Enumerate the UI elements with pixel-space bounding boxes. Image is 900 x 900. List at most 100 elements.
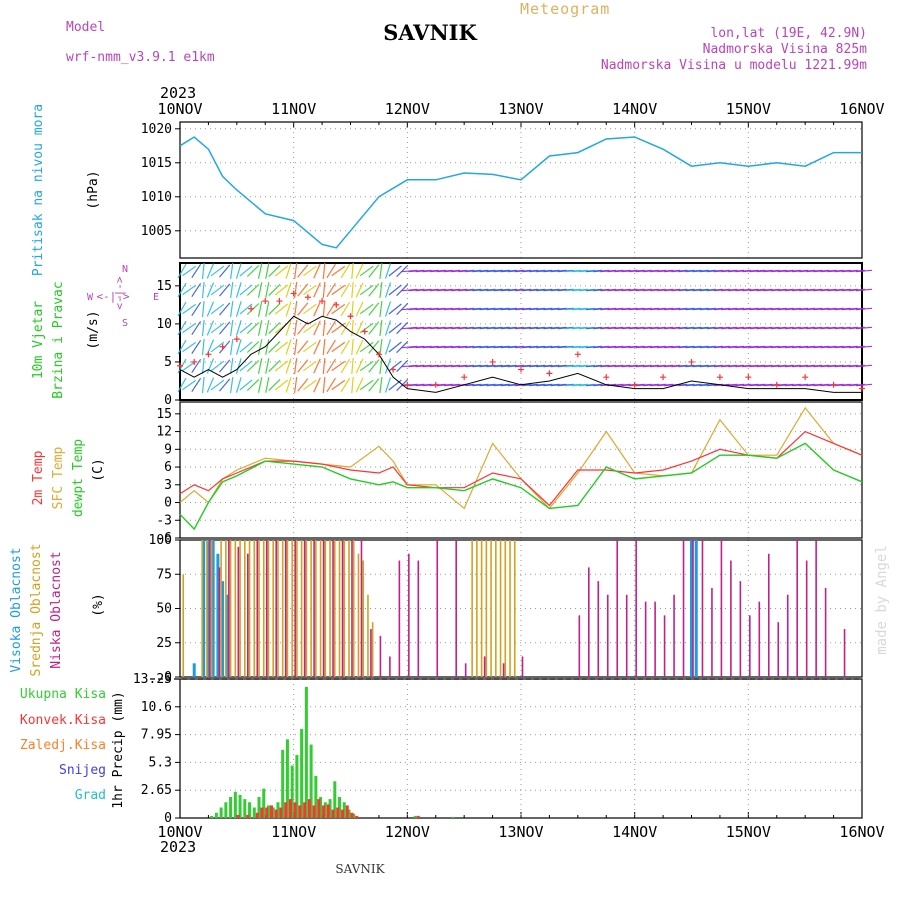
wind-barb	[742, 269, 759, 273]
gust-marker	[518, 366, 524, 373]
panel-frame	[179, 401, 863, 539]
wind-barb	[841, 383, 858, 387]
wind-barb	[657, 326, 674, 330]
wind-barb	[564, 307, 581, 311]
wind-barb	[368, 378, 380, 392]
wind-barb	[326, 263, 336, 279]
wind-barb	[401, 345, 418, 349]
wind-barb	[514, 345, 532, 349]
y-tick-label: 1015	[141, 156, 172, 171]
wind-barb	[355, 377, 364, 393]
wind-barb	[607, 307, 624, 311]
wind-barb	[274, 284, 289, 296]
wind-barb	[285, 377, 292, 393]
total-precip-bar	[252, 807, 256, 818]
y-tick-label: 1010	[141, 190, 172, 205]
wind-barb	[848, 364, 865, 368]
wind-barb	[614, 307, 631, 311]
wind-barb	[692, 383, 709, 387]
wind-barb	[351, 357, 354, 375]
gust-marker	[248, 305, 255, 312]
freezing-precip-legend: Zaledj.Kisa	[20, 738, 106, 753]
wind-barb	[408, 326, 425, 330]
total-precip-bar	[281, 749, 285, 818]
convective-precip-bar	[416, 815, 420, 818]
wind-barb	[239, 265, 253, 277]
wind-barb	[514, 326, 532, 330]
wind-barb	[756, 326, 773, 330]
wind-barb	[486, 269, 503, 273]
wind-barb	[614, 364, 631, 368]
wind-barb	[239, 284, 253, 296]
wind-barb	[699, 326, 716, 330]
wind-barb	[303, 303, 317, 315]
wind-barb	[586, 326, 603, 330]
cloud-unit-label: (%)	[91, 593, 106, 616]
wind-axis-label-1: 10m Vjetar	[31, 301, 46, 379]
wind-barb	[699, 269, 716, 273]
wind-barb	[735, 326, 752, 330]
wind-barb	[621, 364, 638, 368]
wind-barb	[578, 383, 595, 387]
wind-barb	[855, 326, 873, 330]
wind-barb	[628, 269, 645, 273]
wind-barb	[355, 282, 364, 298]
wind-barb	[265, 263, 270, 279]
x-tick-label-bottom: 10NOV	[157, 823, 202, 841]
wind-barb	[422, 307, 439, 311]
wind-barb	[451, 345, 468, 349]
wind-barb	[749, 364, 766, 368]
wind-barb	[848, 326, 865, 330]
wind-barb	[507, 364, 524, 368]
wind-barb	[177, 263, 187, 279]
wind-barb	[777, 326, 794, 330]
total-precip-bar	[233, 791, 237, 818]
wind-barb	[770, 364, 787, 368]
y-tick-label: 1005	[141, 224, 172, 239]
wind-barb	[451, 288, 468, 292]
gust-marker	[404, 381, 411, 388]
wind-barb	[486, 326, 503, 330]
footer-location: SAVNIK	[335, 862, 385, 876]
wind-barb	[834, 288, 851, 292]
x-tick-label-top: 15NOV	[726, 100, 771, 118]
wind-barb	[578, 288, 595, 292]
wind-barb	[331, 379, 346, 391]
convective-precip-bar	[255, 812, 259, 818]
wind-barb	[235, 339, 242, 355]
wind-barb	[550, 345, 567, 349]
y-tick-label: -3	[156, 513, 172, 528]
wind-barb	[297, 321, 309, 335]
wind-barb	[201, 376, 205, 394]
wind-barb	[635, 345, 652, 349]
wind-barb	[500, 383, 517, 387]
wind-barb	[855, 288, 873, 292]
wind-barb	[735, 383, 752, 387]
wind-barb	[340, 358, 351, 374]
gust-marker	[745, 374, 752, 381]
y-tick-label: 9	[164, 442, 172, 457]
wind-barb	[571, 269, 588, 273]
wind-barb	[657, 383, 674, 387]
wind-barb	[848, 288, 865, 292]
wind-barb	[443, 326, 460, 330]
convective-precip-bar	[269, 805, 273, 818]
wind-barb	[384, 358, 392, 374]
convective-precip-bar	[331, 809, 335, 818]
y-tick-label: 5	[164, 355, 172, 370]
gust-marker	[177, 362, 183, 369]
wind-barb	[536, 288, 553, 292]
wind-barb	[799, 288, 816, 292]
wind-barb	[756, 345, 773, 349]
wind-barb	[649, 288, 666, 292]
wind-barb	[522, 345, 539, 349]
wind-barb	[313, 339, 321, 355]
wind-barb	[777, 288, 794, 292]
gust-marker	[375, 351, 382, 358]
wind-barb	[792, 288, 809, 292]
wind-barb	[396, 302, 409, 316]
wind-barb	[219, 378, 231, 392]
wind-barb	[486, 383, 503, 387]
wind-barb	[191, 320, 202, 336]
wind-barb	[628, 345, 645, 349]
